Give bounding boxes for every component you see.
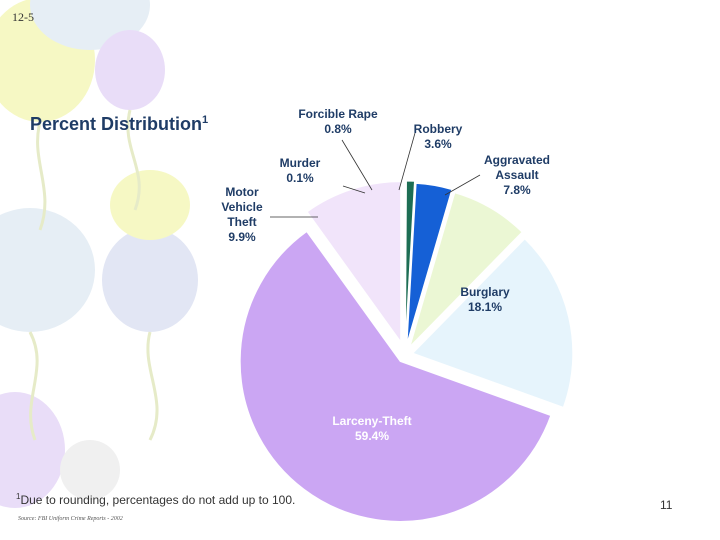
pie-slice-burglary — [411, 238, 574, 408]
category-label-aggravated-assault: Assault — [495, 168, 538, 182]
chart-title-text: Percent Distribution — [30, 114, 203, 134]
balloon-shape — [0, 392, 65, 508]
data-label-forcible-rape: 0.8% — [324, 122, 352, 136]
page-number: 11 — [660, 498, 673, 512]
data-label-burglary: 18.1% — [468, 300, 502, 314]
balloon-string — [36, 121, 47, 231]
data-label-motor-vehicle-theft: 9.9% — [228, 230, 256, 244]
pie-slice-motor-vehicle-theft — [306, 181, 402, 344]
leader-line-forcible-rape — [341, 139, 373, 191]
category-label-motor-vehicle-theft: Theft — [227, 215, 256, 229]
chart-title: Percent Distribution1 — [30, 114, 208, 135]
footnote-text: Due to rounding, percentages do not add … — [20, 493, 296, 507]
footnote-marker: 1 — [16, 492, 21, 501]
category-label-aggravated-assault: Aggravated — [484, 153, 550, 167]
category-label-murder: Murder — [280, 156, 321, 170]
slide-label: 12-5 — [12, 10, 34, 24]
data-label-larceny-theft: 59.4% — [355, 429, 389, 443]
leader-line-aggravated-assault — [444, 174, 481, 196]
data-label-aggravated-assault: 7.8% — [503, 183, 531, 197]
source-note: Source: FBI Uniform Crime Reports - 2002 — [18, 516, 123, 522]
leader-line-murder — [342, 185, 366, 194]
pie-slice-larceny-theft — [239, 230, 552, 522]
balloon-shape — [0, 208, 95, 332]
data-label-robbery: 3.6% — [424, 137, 452, 151]
balloon-shape — [102, 228, 198, 332]
pie-slice-forcible-rape — [404, 180, 416, 342]
balloon-string — [146, 331, 159, 441]
category-label-forcible-rape: Forcible Rape — [298, 107, 378, 121]
leader-line-robbery — [398, 132, 416, 191]
pie-slice-murder — [404, 176, 407, 338]
data-label-murder: 0.1% — [286, 171, 314, 185]
balloon-string — [126, 109, 141, 211]
title-superscript: 1 — [202, 114, 209, 126]
category-label-robbery: Robbery — [414, 122, 463, 136]
category-label-motor-vehicle-theft: Vehicle — [221, 200, 263, 214]
balloon-string — [28, 331, 39, 441]
category-label-burglary: Burglary — [460, 285, 510, 299]
pie-slice-robbery — [406, 182, 453, 344]
category-label-motor-vehicle-theft: Motor — [225, 185, 259, 199]
balloon-shape — [60, 440, 120, 500]
balloon-shape — [110, 170, 190, 240]
category-label-larceny-theft: Larceny-Theft — [332, 414, 411, 428]
footnote: 1Due to rounding, percentages do not add… — [16, 492, 295, 507]
pie-slice-aggravated-assault — [409, 192, 523, 347]
balloon-shape — [95, 30, 165, 110]
